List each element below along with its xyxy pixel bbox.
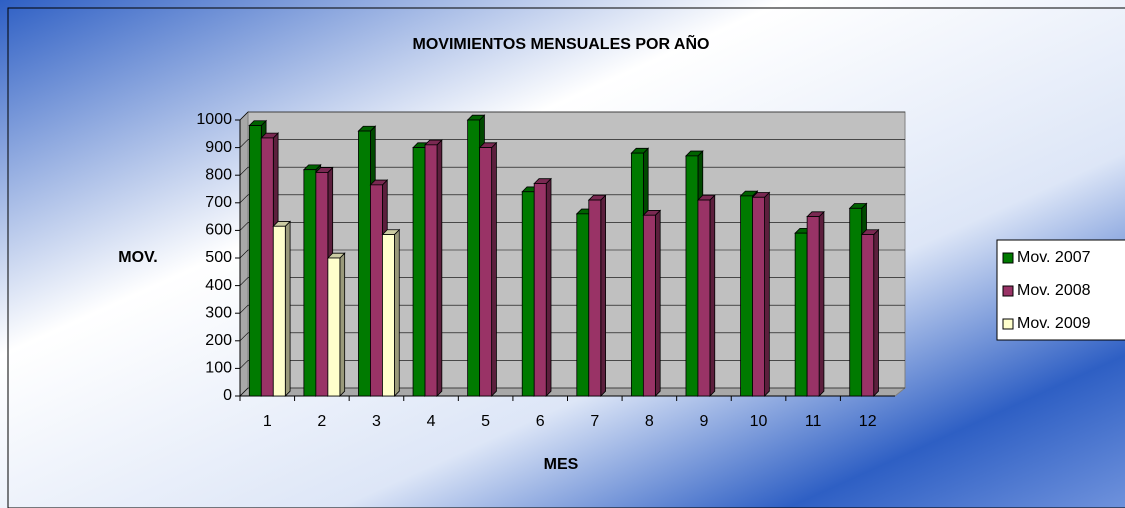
x-tick-label: 7	[590, 413, 599, 430]
legend-swatch	[1002, 252, 1014, 264]
bar	[479, 147, 493, 397]
bar	[849, 207, 863, 397]
bar-side	[545, 177, 552, 397]
grid-line-side	[239, 139, 249, 148]
legend	[996, 239, 1125, 341]
bar	[740, 195, 753, 397]
bar	[327, 257, 341, 397]
bar-side	[394, 228, 400, 397]
grid-line-side	[239, 222, 249, 231]
x-tick-label: 4	[427, 413, 436, 430]
grid-line-side	[239, 194, 249, 204]
legend-swatch	[1002, 318, 1014, 330]
bar	[358, 130, 371, 397]
bar	[303, 169, 317, 397]
bar	[794, 232, 808, 397]
bar	[260, 137, 274, 397]
y-tick-label: 100	[205, 360, 232, 377]
y-tick-label: 800	[205, 166, 232, 183]
x-tick-label: 8	[645, 413, 654, 430]
grid-line-side	[239, 277, 249, 286]
y-axis-title: MOV.	[118, 249, 157, 266]
grid-line-side	[239, 332, 249, 342]
bar	[685, 155, 699, 397]
legend-label: Mov. 2007	[1017, 249, 1091, 266]
grid-line-side	[239, 111, 249, 121]
legend-label: Mov. 2009	[1017, 315, 1091, 332]
y-tick-label: 700	[205, 194, 232, 211]
y-tick-label: 1000	[196, 111, 232, 128]
bar	[248, 125, 262, 397]
bar-side	[654, 209, 661, 397]
x-tick-label: 2	[317, 413, 326, 430]
x-tick-label: 6	[536, 413, 545, 430]
x-tick-label: 9	[700, 413, 709, 430]
bar	[382, 234, 395, 397]
bar-side	[284, 220, 291, 397]
bar	[806, 216, 820, 397]
grid-line-side	[239, 304, 249, 314]
bar	[412, 147, 426, 397]
bar	[630, 152, 644, 397]
bar-side	[873, 228, 879, 397]
bar-side	[600, 194, 606, 397]
y-tick-label: 400	[205, 277, 232, 294]
bar	[588, 199, 602, 397]
bar-side	[436, 139, 443, 397]
y-tick-label: 600	[205, 222, 232, 239]
bar-side	[709, 194, 716, 397]
x-tick-label: 12	[859, 413, 877, 430]
bar-side	[491, 141, 497, 397]
legend-swatch	[1002, 285, 1014, 297]
bar	[424, 144, 438, 397]
bar	[272, 225, 286, 397]
x-axis-title: MES	[544, 456, 579, 473]
x-tick-label: 3	[372, 413, 381, 430]
bar	[697, 199, 711, 397]
grid-line-side	[239, 166, 249, 176]
x-tick-label: 11	[805, 413, 822, 430]
y-tick-label: 500	[205, 249, 232, 266]
bar	[642, 214, 656, 397]
grid-line-side	[239, 387, 249, 397]
bar	[315, 172, 329, 397]
bar-side	[339, 252, 346, 397]
bar	[576, 213, 590, 397]
y-tick-label: 0	[223, 387, 232, 404]
legend-label: Mov. 2008	[1017, 282, 1091, 299]
x-tick-label: 1	[263, 413, 272, 430]
y-tick-label: 900	[205, 139, 232, 156]
bar-side	[818, 210, 825, 397]
bar	[752, 196, 765, 397]
grid-line-side	[239, 360, 249, 369]
chart-title: MOVIMIENTOS MENSUALES POR AÑO	[413, 33, 710, 53]
chart-border	[7, 7, 1125, 508]
y-tick-label: 300	[205, 304, 232, 321]
y-tick-label: 200	[205, 332, 232, 349]
x-tick-label: 10	[750, 413, 768, 430]
grid-line-side	[239, 249, 249, 259]
bar-side	[764, 191, 770, 397]
bar	[370, 184, 383, 397]
bar	[533, 183, 547, 397]
bar	[467, 119, 481, 397]
bar	[861, 234, 875, 397]
bar	[521, 191, 535, 397]
x-tick-label: 5	[481, 413, 490, 430]
